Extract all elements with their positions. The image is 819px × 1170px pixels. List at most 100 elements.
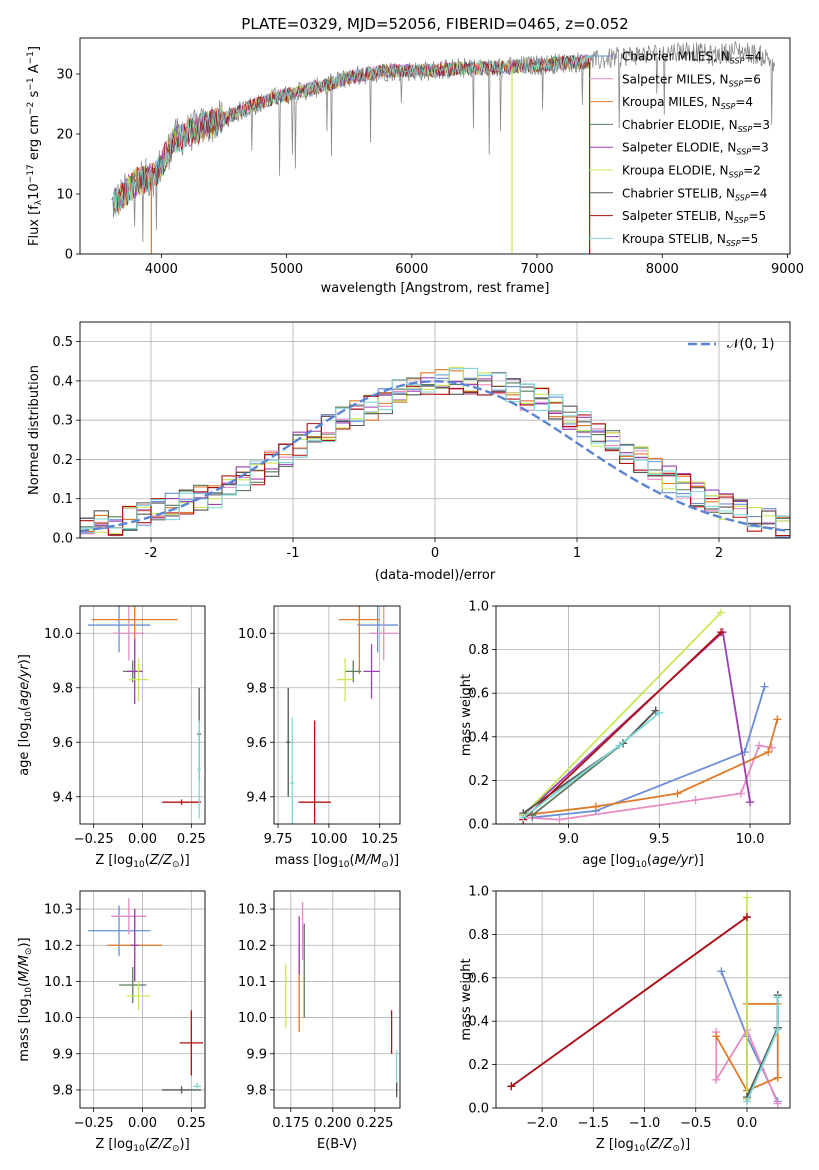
normal-reference-curve xyxy=(80,380,788,533)
plot-area xyxy=(285,901,398,1098)
x-tick-label: -2 xyxy=(145,546,158,561)
x-tick-label: −0.5 xyxy=(680,1116,712,1131)
y-tick-label: 0.0 xyxy=(468,818,489,833)
weight-marker xyxy=(591,802,600,811)
x-tick-label: -1 xyxy=(287,546,300,561)
weight-marker xyxy=(528,811,537,820)
weight-line-7 xyxy=(522,631,722,821)
legend-label: Salpeter ELODIE, NSSP=3 xyxy=(622,141,769,157)
weight-marker xyxy=(712,1032,721,1041)
y-tick-label: 0.1 xyxy=(52,492,73,507)
axes-frame xyxy=(79,321,791,539)
x-axis-label: age [log10(age/yr)] xyxy=(582,853,704,870)
y-tick-label: 0.8 xyxy=(468,643,489,658)
y-tick-label: 1.0 xyxy=(468,885,489,900)
weight-marker xyxy=(742,1097,751,1106)
x-tick-label: 0.200 xyxy=(314,1116,351,1131)
panel-age_vs_mass: 9.75 10.00 10.25 9.4 9.6 9.8 10.0 mass [log10(M… xyxy=(238,605,401,870)
plot-area xyxy=(519,608,782,824)
weight-marker xyxy=(746,798,755,807)
x-tick-label: 0 xyxy=(431,546,439,561)
weight-marker xyxy=(519,813,528,822)
weight-marker xyxy=(673,789,682,798)
y-tick-label: 10.0 xyxy=(44,627,73,642)
weight-marker xyxy=(507,1082,516,1091)
axes-frame xyxy=(79,605,206,825)
y-tick-label: 0.0 xyxy=(468,1102,489,1117)
x-tick-label: 9.75 xyxy=(264,832,293,847)
y-tick-label: 0 xyxy=(65,248,73,263)
panel-mass_vs_EBV: 0.175 0.200 0.225 9.8 9.9 10.0 10.1 10.2 10.3 E(B… xyxy=(238,890,401,1152)
panel-spectrum: 4000 5000 6000 7000 8000 9000 0 10 20 30 wavelengt… xyxy=(26,37,804,296)
grid-lines xyxy=(496,890,790,1109)
y-tick-label: 10.3 xyxy=(44,903,73,918)
legend-label: Chabrier ELODIE, NSSP=3 xyxy=(622,118,770,134)
y-tick-label: 9.8 xyxy=(246,1083,267,1098)
x-axis-label: wavelength [Angstrom, rest frame] xyxy=(321,281,550,296)
y-tick-label: 10.0 xyxy=(238,627,267,642)
figure-title: PLATE=0329, MJD=52056, FIBERID=0465, z=0… xyxy=(241,15,628,33)
x-tick-label: 7000 xyxy=(521,262,554,277)
x-axis-label: Z [log10(Z/Z⊙)] xyxy=(596,1137,690,1154)
y-tick-label: 0.4 xyxy=(468,730,489,745)
x-tick-label: 0.225 xyxy=(356,1116,393,1131)
legend-label: Salpeter STELIB, NSSP=5 xyxy=(622,209,766,225)
y-tick-label: 9.6 xyxy=(246,736,267,751)
x-tick-label: 4000 xyxy=(145,262,178,277)
x-tick-label: 2 xyxy=(715,546,723,561)
weight-marker xyxy=(737,789,745,798)
weight-line-7 xyxy=(510,916,748,1088)
x-axis-label: Z [log10(Z/Z⊙)] xyxy=(95,853,189,870)
plot-area xyxy=(111,41,776,254)
y-tick-label: 0.2 xyxy=(52,453,73,468)
x-tick-label: 9.0 xyxy=(558,832,579,847)
y-tick-label: 9.4 xyxy=(52,790,73,805)
axes-frame xyxy=(495,605,791,825)
plot-area xyxy=(80,366,790,538)
weight-line-4 xyxy=(510,915,748,1100)
legend: Chabrier MILES, NSSP=4 Salpeter MILES, NS… xyxy=(589,50,770,248)
weight-line-0 xyxy=(532,686,766,819)
axes-frame xyxy=(495,890,791,1109)
x-tick-label: 0.25 xyxy=(177,1116,206,1131)
y-axis-label: Normed distribution xyxy=(27,365,42,495)
plot-area xyxy=(286,606,398,824)
y-tick-label: 0.2 xyxy=(468,1058,489,1073)
y-tick-label: 9.8 xyxy=(246,681,267,696)
panel-residuals: -2 -1 0 1 2 0.0 0.1 0.2 0.3 0.4 0.5 (data-model)/er… xyxy=(27,321,791,583)
legend-label: Salpeter MILES, NSSP=6 xyxy=(622,72,761,88)
y-tick-label: 0.0 xyxy=(52,532,73,547)
x-tick-label: 0.00 xyxy=(128,1116,157,1131)
x-tick-label: 9000 xyxy=(771,262,804,277)
x-axis-label: mass [log10(M/M⊙)] xyxy=(275,853,399,870)
weight-marker xyxy=(773,1025,782,1034)
y-tick-label: 10.2 xyxy=(44,939,73,954)
weight-marker xyxy=(655,708,664,717)
legend-label: Kroupa ELODIE, NSSP=2 xyxy=(622,164,761,180)
axes: −0.25 0.00 0.25 9.8 9.9 10.0 10.1 10.2 10.3 Z [lo… xyxy=(17,890,206,1154)
axes: -2 -1 0 1 2 0.0 0.1 0.2 0.3 0.4 0.5 (data-model)/er… xyxy=(27,321,791,583)
legend-label: Chabrier MILES, NSSP=4 xyxy=(622,50,762,66)
x-tick-label: 10.0 xyxy=(736,832,765,847)
grid-lines xyxy=(274,606,400,824)
x-tick-label: 0.00 xyxy=(128,832,157,847)
x-tick-label: 0.175 xyxy=(272,1116,309,1131)
x-tick-label: 10.25 xyxy=(361,832,398,847)
y-tick-label: 10.0 xyxy=(238,1011,267,1026)
y-axis-label: mass weight xyxy=(459,958,474,1040)
plot-area xyxy=(87,898,204,1094)
weight-marker xyxy=(773,993,782,1002)
x-tick-label: −2.0 xyxy=(526,1116,558,1131)
y-tick-label: 9.4 xyxy=(246,790,267,805)
x-axis-label: Z [log10(Z/Z⊙)] xyxy=(95,1137,189,1154)
weight-marker xyxy=(717,967,726,976)
y-tick-label: 0.8 xyxy=(468,928,489,943)
legend: 𝒩(0, 1) xyxy=(688,337,774,352)
y-tick-label: 1.0 xyxy=(468,600,489,615)
grid-lines xyxy=(80,322,790,539)
panel-mass_vs_Z: −0.25 0.00 0.25 9.8 9.9 10.0 10.1 10.2 10.3 Z [lo… xyxy=(17,890,206,1154)
y-tick-label: 0.6 xyxy=(468,687,489,702)
weight-marker xyxy=(773,1099,782,1108)
weight-marker xyxy=(764,748,773,757)
y-tick-label: 0.3 xyxy=(52,414,73,429)
